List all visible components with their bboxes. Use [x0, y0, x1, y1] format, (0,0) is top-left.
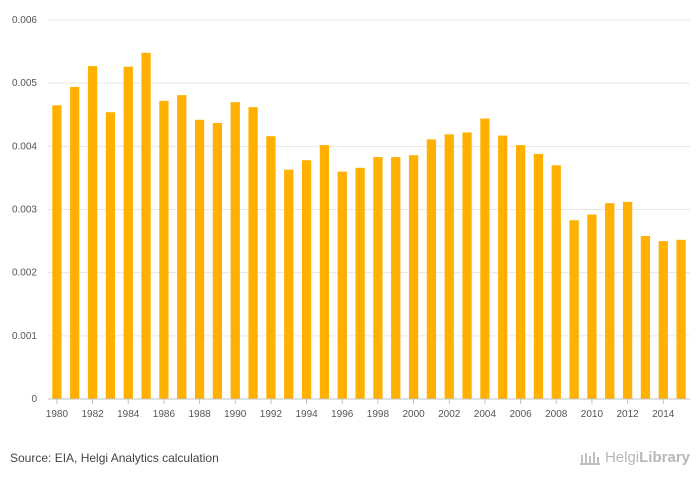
bar-1997 [355, 167, 365, 399]
bar-2014 [658, 241, 668, 399]
bars [52, 52, 686, 400]
x-tick-label: 2014 [652, 409, 675, 420]
x-tick-label: 2004 [474, 409, 497, 420]
bar-2000 [408, 155, 419, 399]
bar-2009 [569, 220, 579, 399]
bar-2010 [587, 214, 597, 399]
bar-2002 [444, 134, 454, 399]
bar-1990 [230, 102, 240, 400]
x-tick-label: 2010 [581, 409, 604, 420]
bar-2011 [605, 203, 615, 399]
bar-1996 [337, 171, 347, 399]
bar-1980 [52, 105, 62, 399]
bar-1994 [301, 160, 312, 399]
x-tick-label: 1986 [153, 409, 176, 420]
bar-1991 [248, 107, 258, 400]
bar-1981 [70, 86, 80, 400]
bar-2005 [498, 135, 508, 399]
bar-1995 [319, 145, 330, 399]
x-tick-label: 1994 [295, 409, 318, 420]
bar-1998 [373, 157, 383, 399]
x-axis-ticks: 1980 1982 1984 1986 1988 1990 1992 1994 1996 1998… [46, 399, 675, 420]
brand-bold-text: Library [639, 449, 690, 466]
y-tick-label: 0.002 [12, 268, 37, 279]
bar-1983 [105, 112, 116, 399]
bar-2015 [676, 239, 686, 399]
x-tick-label: 2008 [545, 409, 568, 420]
bar-1986 [159, 100, 169, 399]
x-tick-label: 1982 [81, 409, 104, 420]
bar-1985 [141, 52, 151, 399]
bar-1982 [87, 66, 98, 400]
bar-1992 [266, 136, 276, 400]
grid-lines [48, 19, 690, 337]
x-tick-label: 2000 [402, 409, 425, 420]
brand-light-text: Helgi [604, 449, 640, 466]
x-tick-label: 1988 [188, 409, 211, 420]
y-tick-label: 0.006 [12, 15, 37, 26]
bar-2003 [462, 132, 472, 399]
bar-2008 [551, 165, 561, 399]
y-tick-label: 0.001 [12, 331, 37, 342]
x-tick-label: 1984 [117, 409, 140, 420]
y-axis-ticks: 0 0.001 0.002 0.003 0.004 0.005 0.006 [12, 15, 37, 405]
bar-2012 [622, 201, 633, 399]
bar-1999 [391, 157, 401, 399]
bar-2006 [515, 145, 526, 399]
x-tick-label: 2006 [509, 409, 532, 420]
y-tick-label: 0 [31, 394, 37, 405]
x-tick-label: 2002 [438, 409, 461, 420]
bar-2004 [480, 118, 490, 399]
x-tick-label: 2012 [616, 409, 639, 420]
bar-1993 [284, 169, 294, 399]
x-tick-label: 1990 [224, 409, 247, 420]
bar-1988 [194, 119, 205, 400]
bar-2013 [640, 236, 651, 399]
helgi-library-logo: Helgi Library [579, 449, 690, 466]
source-note: Source: EIA, Helgi Analytics calculation [10, 451, 219, 465]
y-tick-label: 0.003 [12, 205, 37, 216]
y-tick-label: 0.004 [12, 141, 37, 152]
bar-1984 [123, 66, 133, 400]
y-tick-label: 0.005 [12, 78, 37, 89]
bar-1989 [212, 122, 223, 400]
bar-chart: 0 0.001 0.002 0.003 0.004 0.005 0.006 1980 1982… [12, 15, 690, 420]
x-tick-label: 1992 [260, 409, 283, 420]
bar-2007 [533, 153, 544, 399]
x-tick-label: 1980 [46, 409, 69, 420]
bar-2001 [426, 139, 437, 399]
x-tick-label: 1998 [367, 409, 390, 420]
bar-1987 [177, 95, 187, 400]
library-icon [579, 451, 600, 465]
x-tick-label: 1996 [331, 409, 354, 420]
